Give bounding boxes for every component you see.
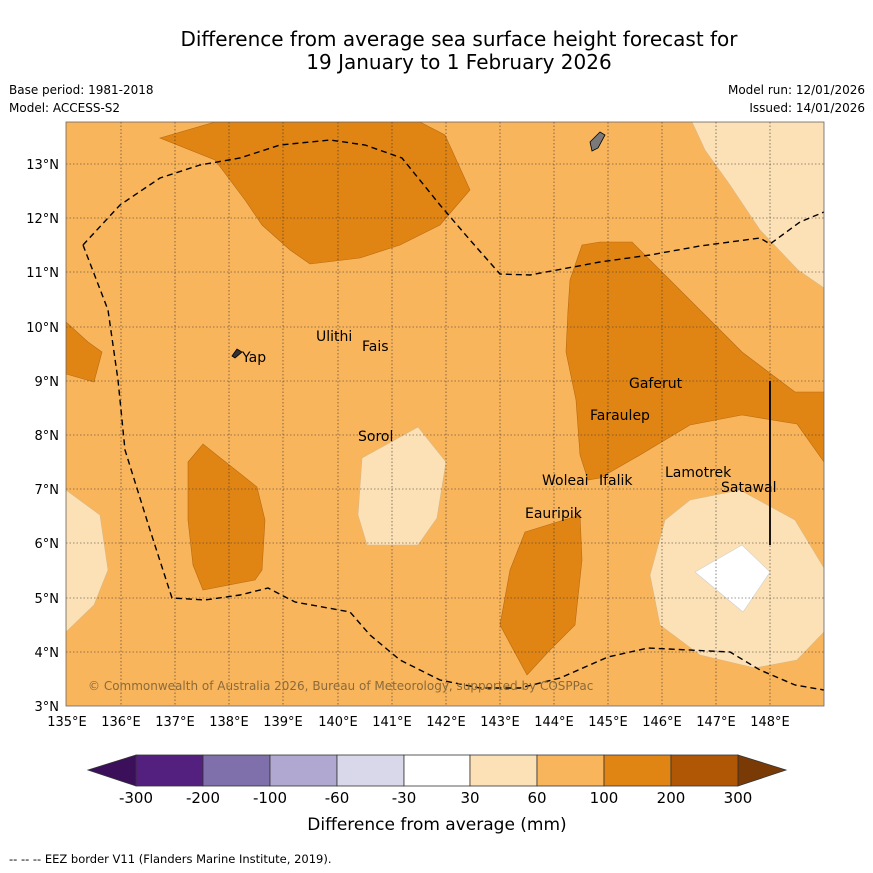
colorbar-ticks: -300 -200 -100 -60 -30 30 60 100 200 300: [119, 789, 752, 807]
colorbar-extend-high: [737, 754, 788, 787]
title-line-2: 19 January to 1 February 2026: [306, 50, 612, 74]
colorbar-tick: -200: [186, 789, 220, 807]
colorbar-tick: 100: [590, 789, 619, 807]
lat-label: 4°N: [35, 646, 60, 661]
lon-label: 146°E: [642, 715, 682, 730]
place-eauripik: Eauripik: [525, 506, 583, 522]
colorbar-swatch: [536, 754, 605, 787]
colorbar-tick: 200: [657, 789, 686, 807]
lon-label: 145°E: [588, 715, 628, 730]
contour-neutral-southeast: [694, 544, 771, 613]
map-frame: [65, 121, 825, 707]
colorbar-swatch: [269, 754, 338, 787]
map-area: Yap Ulithi Fais Sorol Gaferut Faraulep W…: [66, 122, 824, 706]
place-faraulep: Faraulep: [590, 408, 650, 424]
lat-label: 7°N: [35, 483, 60, 498]
guam-island: [589, 131, 606, 152]
colorbar-extend-low: [86, 754, 137, 787]
place-lamotrek: Lamotrek: [665, 465, 732, 481]
contour-100-200-southwest: [187, 443, 266, 591]
colorbar-swatch: [670, 754, 739, 787]
lat-label: 8°N: [35, 429, 60, 444]
place-satawal: Satawal: [721, 480, 776, 496]
colorbar-swatch: [403, 754, 471, 787]
lon-label: 144°E: [534, 715, 574, 730]
lat-label: 3°N: [35, 700, 60, 715]
longitude-labels: 135°E 136°E 137°E 138°E 139°E 140°E 141°…: [47, 715, 790, 730]
lon-label: 140°E: [318, 715, 358, 730]
base-period: Base period: 1981-2018: [9, 83, 154, 97]
chart-title: Difference from average sea surface heig…: [0, 28, 873, 74]
colorbar-title: Difference from average (mm): [307, 815, 566, 835]
copyright-notice: © Commonwealth of Australia 2026, Bureau…: [88, 679, 593, 693]
lat-label: 9°N: [35, 375, 60, 390]
latitude-labels: 13°N 12°N 11°N 10°N 9°N 8°N 7°N 6°N 5°N …: [26, 158, 59, 715]
model-name: Model: ACCESS-S2: [9, 101, 121, 115]
lat-label: 12°N: [26, 212, 59, 227]
place-yap: Yap: [241, 350, 266, 366]
colorbar-swatch: [603, 754, 672, 787]
lon-label: 139°E: [263, 715, 303, 730]
eez-border: [82, 139, 824, 691]
eez-footnote: -- -- -- EEZ border V11 (Flanders Marine…: [9, 852, 332, 866]
lat-label: 11°N: [26, 266, 59, 281]
place-woleai: Woleai: [542, 473, 589, 489]
lon-label: 135°E: [47, 715, 87, 730]
lon-label: 147°E: [696, 715, 736, 730]
colorbar-tick: -300: [119, 789, 153, 807]
lat-label: 5°N: [35, 592, 60, 607]
meta-right: Model run: 12/01/2026 Issued: 14/01/2026: [728, 81, 865, 117]
colorbar-tick: -100: [253, 789, 287, 807]
yap-island: [231, 348, 243, 359]
colorbar-tick: -30: [392, 789, 417, 807]
place-gaferut: Gaferut: [629, 376, 683, 392]
model-run: Model run: 12/01/2026: [727, 83, 865, 97]
lon-label: 143°E: [480, 715, 520, 730]
colorbar-swatch: [469, 754, 538, 787]
colorbar-tick: -60: [325, 789, 350, 807]
contour-30-60-northeast: [691, 122, 824, 289]
meta-left: Base period: 1981-2018 Model: ACCESS-S2: [9, 81, 154, 117]
colorbar-tick: 300: [724, 789, 753, 807]
contour-30-60-west: [66, 489, 109, 633]
contour-30-60-central: [357, 426, 447, 546]
issued-date: Issued: 14/01/2026: [749, 101, 865, 115]
colorbar: [86, 754, 788, 787]
colorbar-swatch: [202, 754, 271, 787]
lat-label: 6°N: [35, 537, 60, 552]
lon-label: 137°E: [155, 715, 195, 730]
lon-label: 141°E: [372, 715, 412, 730]
lon-label: 136°E: [101, 715, 141, 730]
lon-label: 142°E: [426, 715, 466, 730]
colorbar-tick: 30: [460, 789, 479, 807]
colorbar-swatch: [336, 754, 405, 787]
title-line-1: Difference from average sea surface heig…: [180, 27, 738, 51]
contour-100-200-west: [66, 321, 103, 383]
colorbar-swatch: [135, 754, 204, 787]
lon-label: 138°E: [209, 715, 249, 730]
graticule: [66, 122, 824, 706]
colorbar-tick: 60: [527, 789, 546, 807]
lat-label: 10°N: [26, 321, 59, 336]
contour-100-200-south: [499, 514, 583, 676]
place-sorol: Sorol: [358, 429, 393, 445]
place-ulithi: Ulithi: [316, 329, 352, 345]
lat-label: 13°N: [26, 158, 59, 173]
place-ifalik: Ifalik: [599, 473, 633, 489]
contour-100-200-north: [159, 122, 471, 265]
lon-label: 148°E: [750, 715, 790, 730]
place-fais: Fais: [362, 339, 389, 355]
